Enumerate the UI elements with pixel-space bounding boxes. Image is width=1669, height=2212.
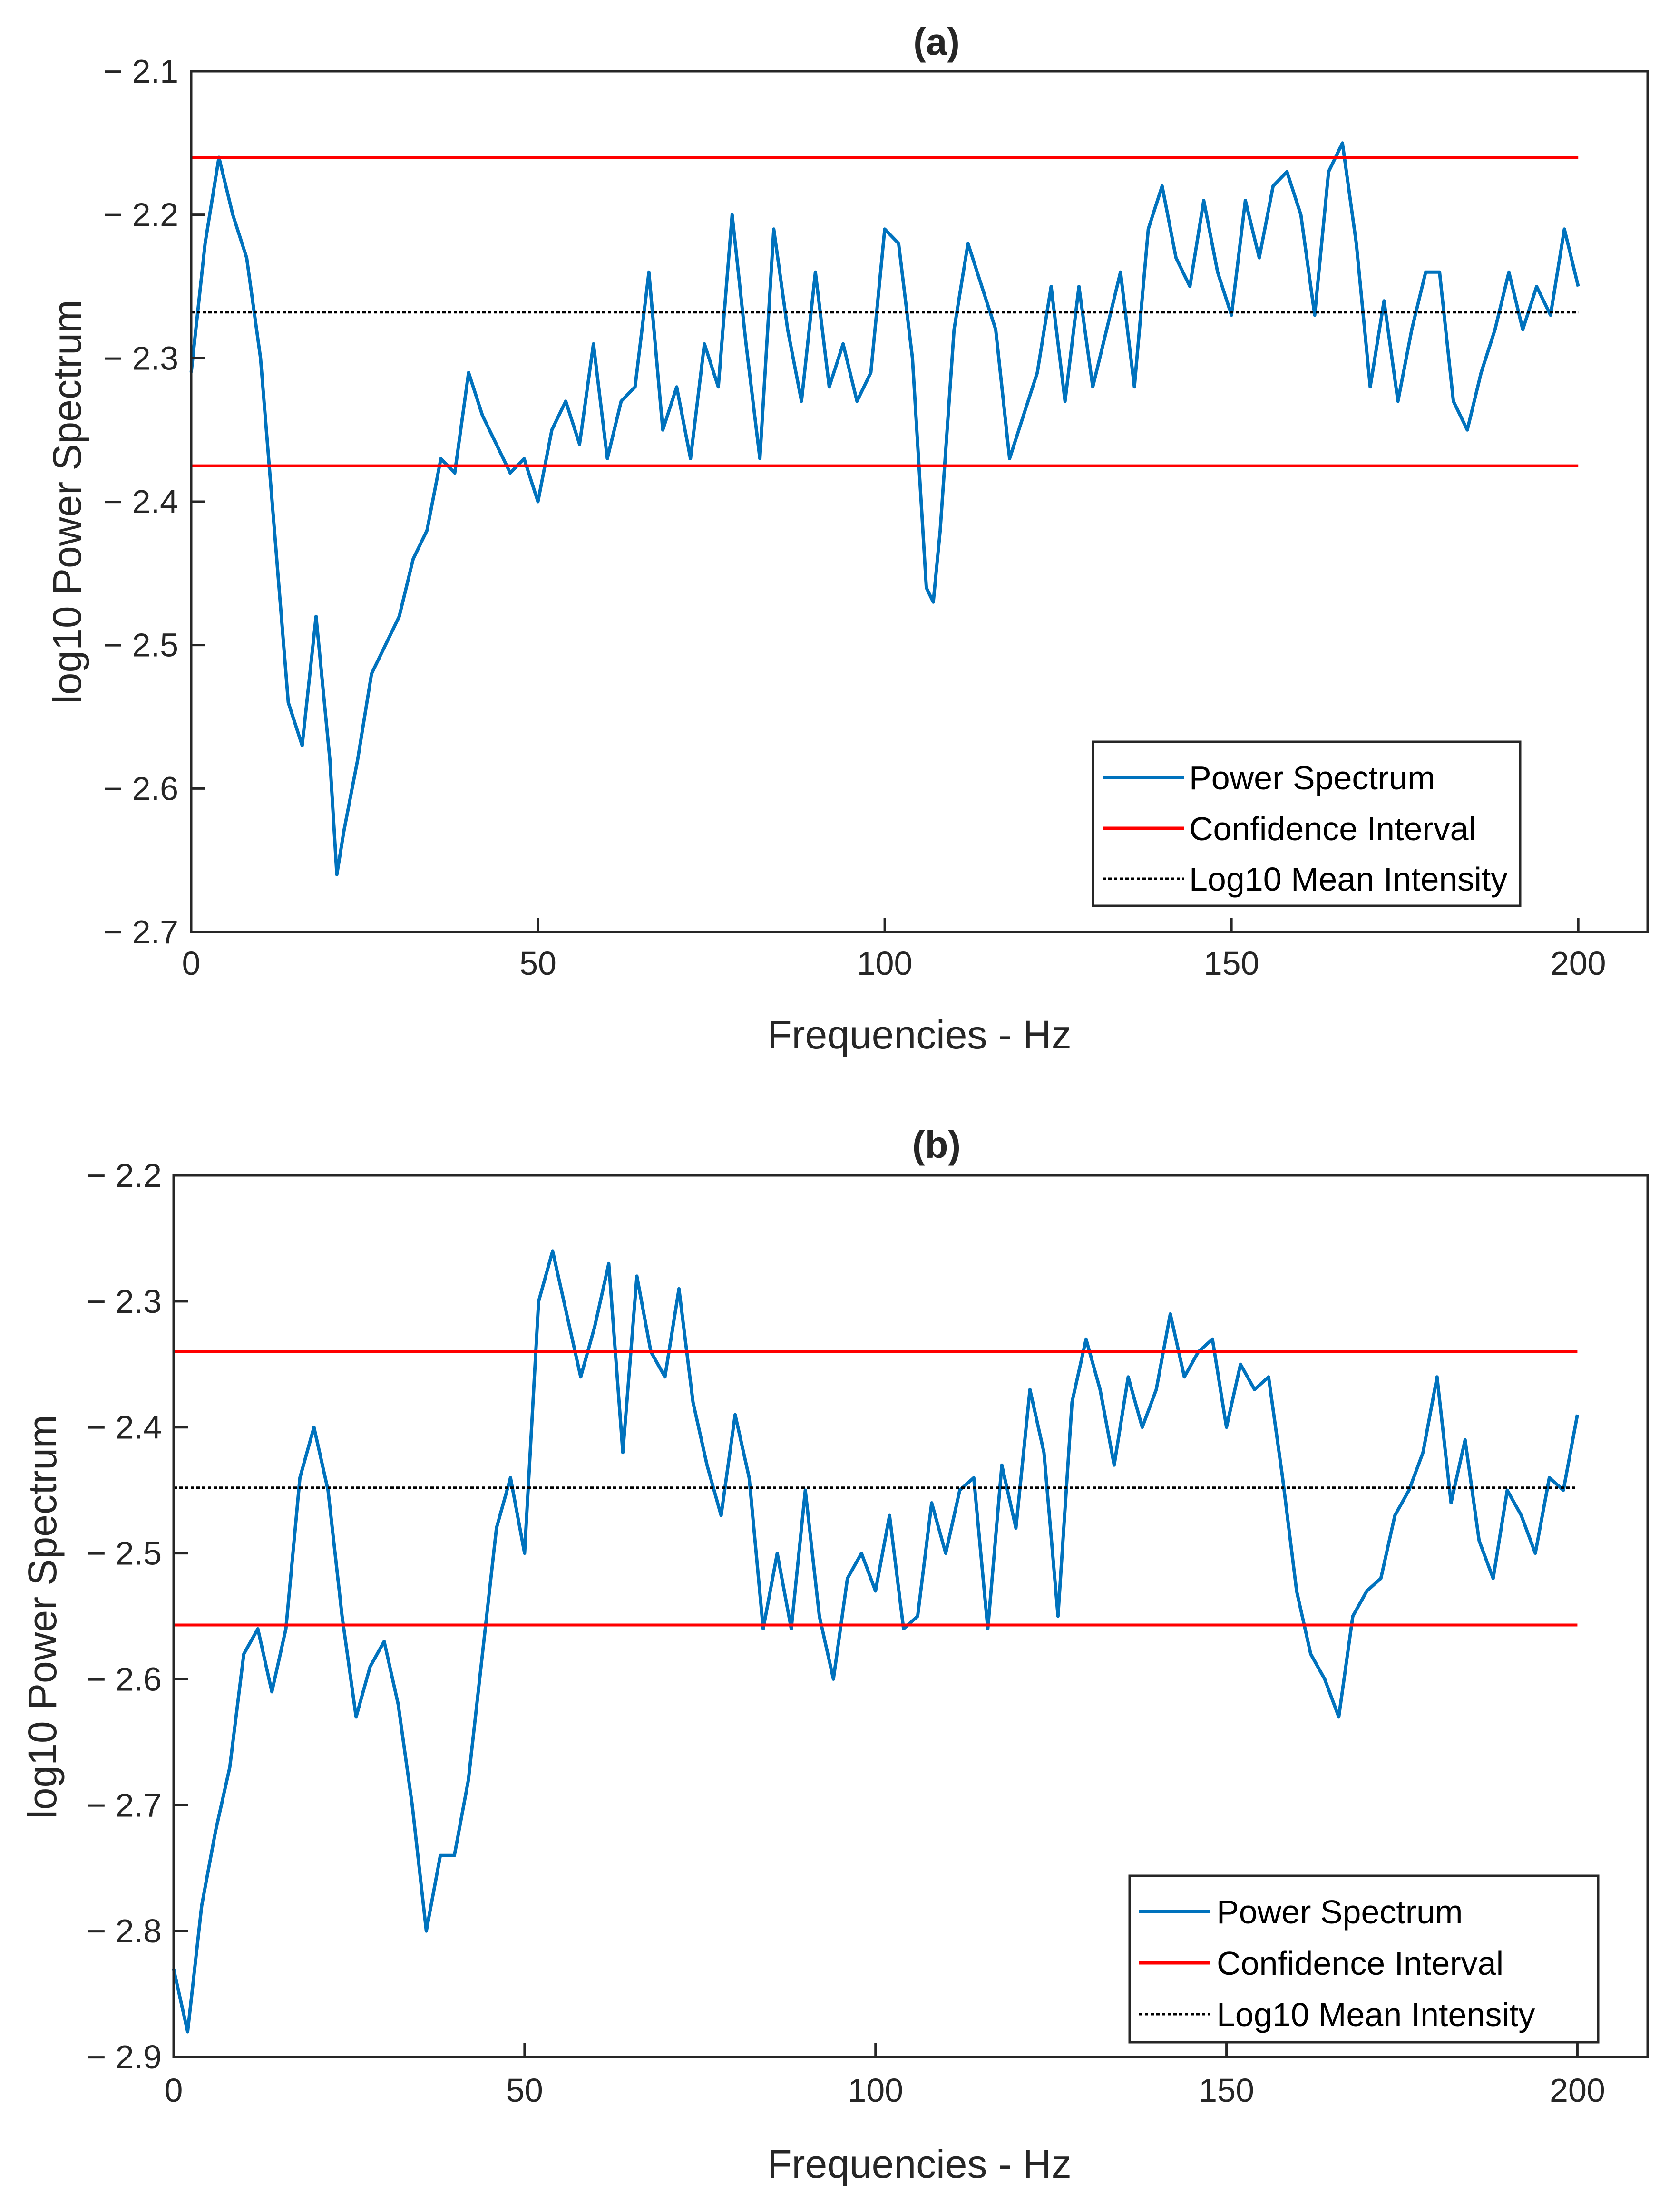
x-tick-label: 150 xyxy=(1204,945,1259,982)
y-tick-label: − 2.2 xyxy=(103,196,178,233)
x-tick-label: 100 xyxy=(848,2072,903,2109)
y-tick-label: − 2.7 xyxy=(103,913,178,951)
y-tick-label: − 2.7 xyxy=(87,1786,162,1824)
y-tick-label: − 2.5 xyxy=(87,1535,162,1572)
y-tick-label: − 2.3 xyxy=(103,340,178,377)
legend-label-mean-intensity: Log10 Mean Intensity xyxy=(1189,861,1507,898)
chart-title: (a) xyxy=(913,20,960,63)
y-tick-label: − 2.8 xyxy=(87,1912,162,1950)
x-tick-label: 50 xyxy=(519,945,556,982)
y-tick-label: − 2.1 xyxy=(103,53,178,90)
y-tick-label: − 2.5 xyxy=(103,627,178,664)
y-tick-label: − 2.6 xyxy=(103,770,178,807)
axes-box xyxy=(172,1174,1649,2058)
legend-label-confidence-interval: Confidence Interval xyxy=(1217,1945,1503,1982)
y-tick-label: − 2.3 xyxy=(87,1283,162,1320)
y-axis: − 2.2 − 2.3 − 2.4 − 2.5 − 2.6 − 2.7 − 2.8 − 2.9 xyxy=(87,1157,188,2076)
chart-title: (b) xyxy=(912,1124,961,1166)
panel-a: (a) − 2.1− 2.2− 2.3− 2.4− 2.5− 2.6− 2.7 … xyxy=(45,20,1649,1057)
panel-b: (b) − 2.2− 2.3− 2.4− 2.5− 2.6− 2.7− 2.8−… xyxy=(20,1124,1649,2186)
legend-label-mean-intensity: Log10 Mean Intensity xyxy=(1217,1996,1535,2033)
plot-area xyxy=(172,1249,1579,2034)
x-tick-label: 0 xyxy=(182,945,201,982)
x-axis-label: Frequencies - Hz xyxy=(767,2142,1072,2186)
legend: Power Spectrum Confidence Interval Log10… xyxy=(1128,1874,1600,2044)
x-axis: 0 50 100 150 200 xyxy=(165,2043,1605,2109)
legend-label-confidence-interval: Confidence Interval xyxy=(1189,810,1476,847)
legend-box xyxy=(1092,740,1522,907)
x-tick-label: 50 xyxy=(506,2072,543,2109)
y-tick-label: − 2.4 xyxy=(87,1409,162,1446)
series-power-spectrum xyxy=(189,141,1580,876)
y-tick-label: − 2.4 xyxy=(103,483,178,520)
y-tick-label: − 2.6 xyxy=(87,1660,162,1698)
y-axis: − 2.1 − 2.2 − 2.3 − 2.4 − 2.5 − 2.6 − 2.7 xyxy=(103,53,205,951)
y-tick-label: − 2.2 xyxy=(87,1157,162,1194)
x-tick-label: 0 xyxy=(165,2072,183,2109)
x-axis: 0 50 100 150 200 xyxy=(182,918,1606,982)
y-axis-label: log10 Power Spectrum xyxy=(20,1415,65,1819)
x-tick-label: 200 xyxy=(1551,945,1606,982)
x-axis-label: Frequencies - Hz xyxy=(767,1012,1072,1057)
y-axis-label: log10 Power Spectrum xyxy=(45,300,89,704)
x-tick-label: 150 xyxy=(1199,2072,1254,2109)
legend-label-power-spectrum: Power Spectrum xyxy=(1189,759,1435,796)
x-tick-label: 200 xyxy=(1550,2072,1605,2109)
legend: Power Spectrum Confidence Interval Log10… xyxy=(1092,740,1522,907)
plot-area xyxy=(189,141,1580,876)
x-tick-label: 100 xyxy=(857,945,913,982)
legend-label-power-spectrum: Power Spectrum xyxy=(1217,1893,1463,1931)
series-power-spectrum xyxy=(172,1249,1579,2034)
y-tick-label: − 2.9 xyxy=(87,2038,162,2076)
